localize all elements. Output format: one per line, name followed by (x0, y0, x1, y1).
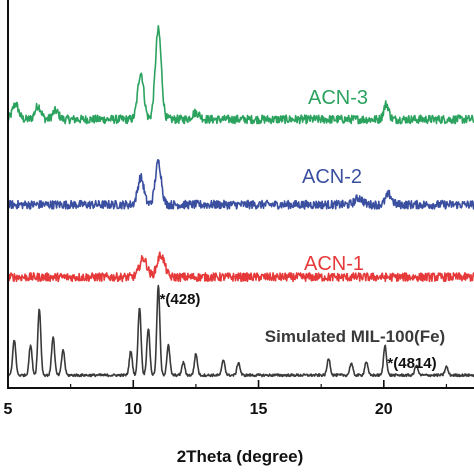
series-label-1: ACN-3 (308, 87, 368, 109)
x-tick-label-5: 5 (4, 401, 13, 418)
axes: 5 10 15 20 (4, 0, 474, 418)
series-labels: ACN-3 ACN-2 ACN-1 Simulated MIL-100(Fe) (265, 87, 445, 346)
series-label-4: Simulated MIL-100(Fe) (265, 327, 445, 346)
annotation-2: *(4814) (387, 355, 436, 372)
x-axis-label: 2Theta (degree) (177, 447, 304, 466)
series-layer (7, 25, 474, 378)
annotation-1: *(428) (160, 291, 201, 308)
series-line-1 (7, 25, 474, 125)
annotations: *(428) *(4814) (160, 291, 437, 372)
x-tick-label-15: 15 (250, 401, 268, 418)
series-line-3 (7, 251, 474, 283)
series-line-2 (7, 158, 474, 210)
series-line-4 (7, 284, 474, 378)
x-tick-label-10: 10 (124, 401, 142, 418)
series-label-2: ACN-2 (302, 166, 362, 188)
x-tick-label-20: 20 (375, 401, 393, 418)
series-label-3: ACN-1 (304, 253, 364, 275)
